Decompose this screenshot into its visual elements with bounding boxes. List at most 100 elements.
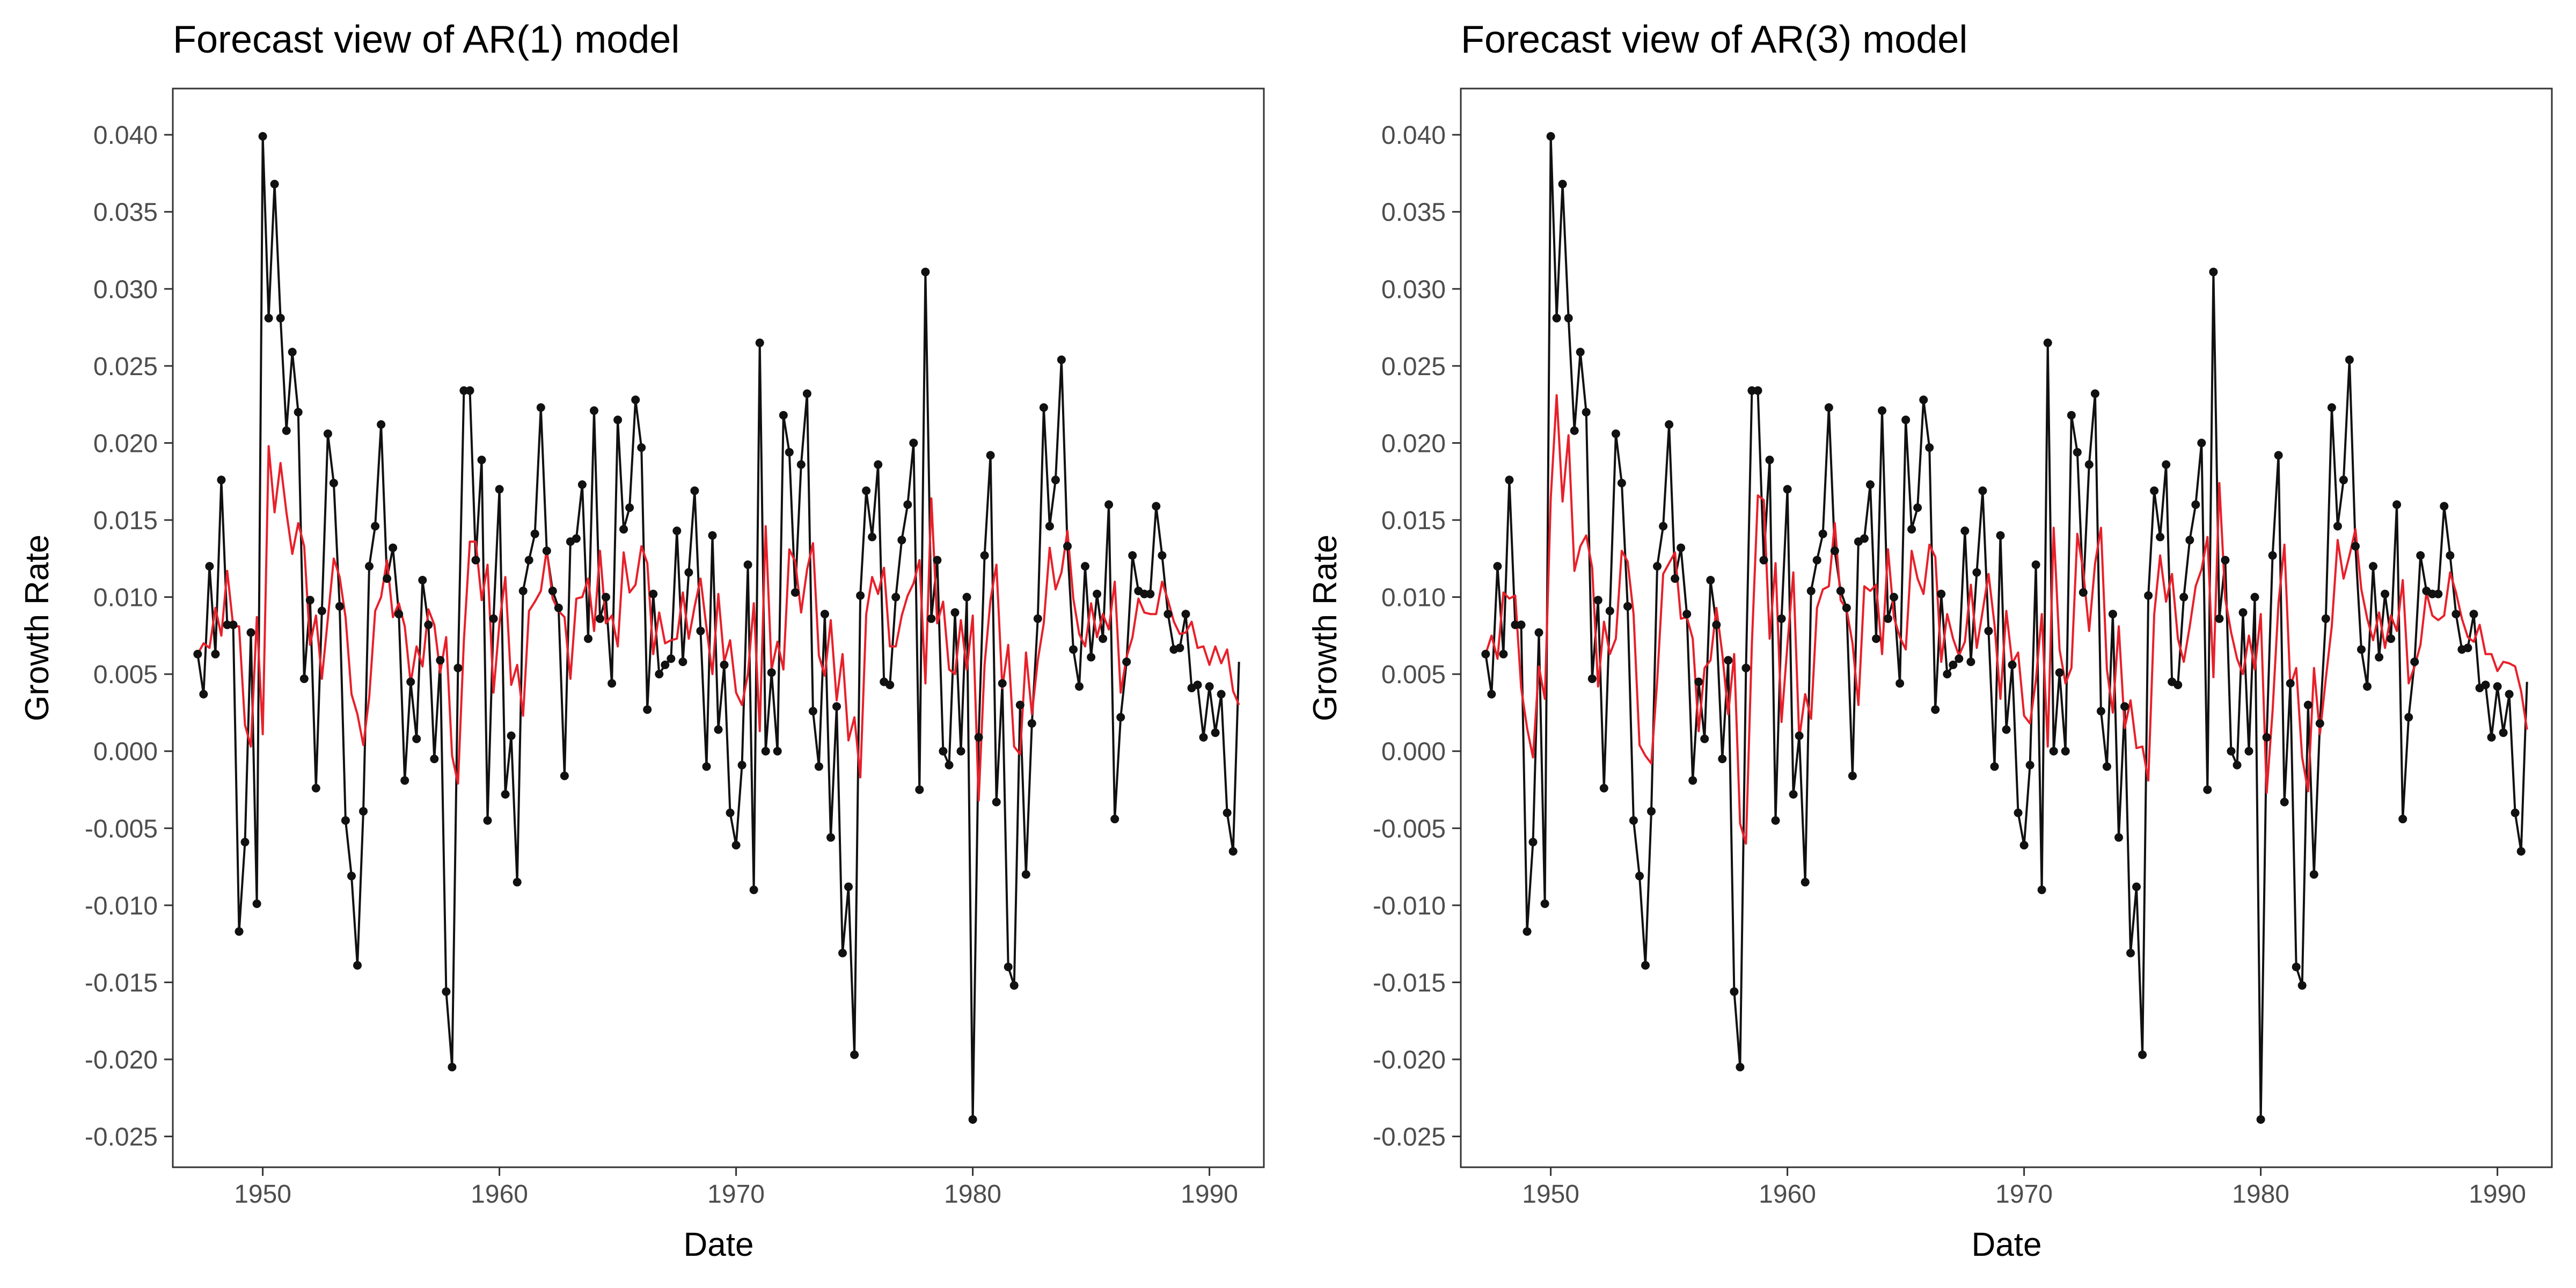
actual-data-point bbox=[1890, 592, 1898, 602]
actual-data-point bbox=[577, 480, 587, 489]
actual-data-point bbox=[1818, 529, 1827, 538]
actual-data-point bbox=[424, 620, 433, 630]
actual-data-point bbox=[1027, 719, 1036, 728]
actual-data-point bbox=[193, 649, 202, 658]
actual-data-point bbox=[678, 657, 687, 667]
actual-data-point bbox=[1682, 610, 1692, 619]
actual-data-point bbox=[755, 338, 764, 347]
actual-data-point bbox=[832, 702, 841, 711]
actual-data-point bbox=[2262, 733, 2271, 742]
actual-data-point bbox=[453, 663, 463, 672]
actual-data-point bbox=[229, 620, 238, 630]
actual-data-point bbox=[205, 562, 214, 571]
actual-data-point bbox=[986, 451, 995, 460]
actual-data-point bbox=[1694, 677, 1703, 686]
actual-data-point bbox=[1937, 589, 1946, 598]
actual-data-point bbox=[1901, 415, 1911, 425]
actual-data-point bbox=[785, 448, 794, 457]
actual-data-point bbox=[767, 668, 776, 677]
actual-data-point bbox=[2309, 870, 2318, 879]
actual-data-point bbox=[471, 555, 480, 565]
actual-data-point bbox=[1534, 628, 1543, 637]
actual-data-point bbox=[826, 833, 835, 842]
actual-data-point bbox=[897, 536, 906, 545]
actual-data-point bbox=[1146, 589, 1155, 598]
actual-data-point bbox=[891, 592, 901, 602]
actual-data-point bbox=[2209, 267, 2218, 276]
y-tick-label: -0.025 bbox=[1373, 1123, 1446, 1152]
actual-data-point bbox=[1033, 614, 1042, 623]
actual-data-point bbox=[507, 731, 516, 740]
actual-data-point bbox=[625, 503, 634, 512]
actual-data-point bbox=[2440, 502, 2449, 511]
actual-data-point bbox=[1205, 682, 1214, 691]
actual-data-point bbox=[1039, 403, 1048, 412]
actual-data-point bbox=[1004, 962, 1013, 971]
actual-data-point bbox=[2481, 680, 2490, 690]
actual-data-point bbox=[874, 460, 883, 469]
y-tick-label: 0.005 bbox=[1381, 661, 1446, 689]
actual-data-point bbox=[2221, 555, 2230, 565]
actual-data-point bbox=[802, 389, 811, 398]
actual-data-point bbox=[1990, 762, 1999, 771]
actual-data-point bbox=[602, 592, 610, 602]
y-tick-label: -0.005 bbox=[1373, 815, 1446, 843]
actual-data-point bbox=[347, 872, 356, 881]
actual-data-point bbox=[1576, 348, 1585, 356]
actual-data-point bbox=[2463, 643, 2472, 653]
actual-data-point bbox=[276, 313, 285, 323]
actual-data-point bbox=[1517, 620, 1526, 630]
actual-data-point bbox=[2179, 592, 2189, 602]
actual-data-point bbox=[2037, 885, 2046, 895]
actual-data-point bbox=[1511, 620, 1520, 630]
actual-data-point bbox=[394, 610, 404, 619]
actual-data-point bbox=[2096, 707, 2105, 716]
actual-data-point bbox=[968, 1115, 977, 1124]
actual-data-point bbox=[2363, 682, 2372, 691]
x-tick-label: 1960 bbox=[471, 1180, 528, 1209]
actual-data-point bbox=[1943, 670, 1952, 679]
actual-data-point bbox=[2493, 682, 2502, 691]
actual-data-point bbox=[1228, 847, 1238, 856]
actual-data-point bbox=[1063, 541, 1072, 551]
actual-data-point bbox=[2351, 541, 2360, 551]
actual-data-point bbox=[2244, 747, 2253, 756]
actual-data-point bbox=[1582, 408, 1591, 416]
actual-data-point bbox=[885, 680, 895, 690]
actual-data-point bbox=[2404, 713, 2413, 722]
y-tick-label: 0.040 bbox=[93, 121, 158, 150]
actual-data-point bbox=[1015, 700, 1024, 709]
actual-data-point bbox=[915, 785, 924, 794]
actual-data-point bbox=[773, 747, 782, 756]
actual-data-point bbox=[2321, 614, 2330, 623]
actual-data-point bbox=[400, 776, 409, 785]
actual-data-point bbox=[743, 560, 752, 569]
actual-data-point bbox=[1771, 816, 1780, 825]
actual-data-point bbox=[2434, 589, 2443, 598]
y-tick-label: -0.010 bbox=[85, 892, 158, 920]
y-axis-title: Growth Rate bbox=[19, 535, 56, 721]
actual-data-point bbox=[2398, 815, 2407, 824]
actual-data-point bbox=[1984, 626, 1993, 635]
y-tick-label: 0.040 bbox=[1381, 121, 1446, 150]
actual-data-point bbox=[1051, 475, 1060, 485]
actual-data-point bbox=[1753, 386, 1762, 395]
actual-data-point bbox=[2162, 460, 2171, 469]
actual-data-point bbox=[252, 899, 261, 908]
x-tick-label: 1950 bbox=[234, 1180, 291, 1209]
actual-data-point bbox=[1558, 180, 1567, 188]
actual-data-point bbox=[1199, 733, 1208, 742]
actual-data-point bbox=[217, 475, 226, 485]
actual-data-point bbox=[1505, 475, 1514, 485]
actual-data-point bbox=[1211, 728, 1220, 737]
y-tick-label: 0.000 bbox=[93, 738, 158, 766]
actual-data-point bbox=[2268, 551, 2277, 560]
actual-data-point bbox=[311, 784, 320, 793]
actual-data-point bbox=[299, 674, 309, 683]
actual-data-point bbox=[2381, 589, 2390, 598]
actual-data-point bbox=[2250, 592, 2259, 602]
actual-data-point bbox=[389, 543, 398, 552]
actual-data-point bbox=[2055, 668, 2064, 677]
actual-data-point bbox=[820, 610, 829, 619]
actual-data-point bbox=[1528, 838, 1538, 847]
